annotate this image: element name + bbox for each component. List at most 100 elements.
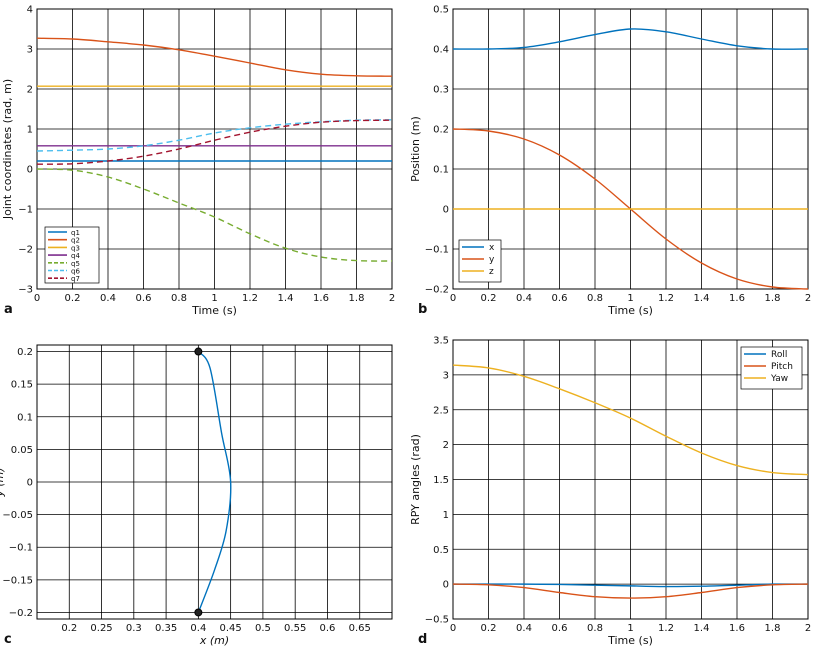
panel-d: 0 0.2 0.4 0.6 0.8 1 1.2 1.4 1.6 1.8 2−0.500.511.52…: [409, 336, 811, 648]
legend-label-q5: q5: [71, 260, 80, 268]
panel-letter: d: [418, 632, 427, 647]
legend-label-z: z: [489, 267, 494, 277]
x-tick-label: 0.2: [61, 623, 77, 634]
x-tick-label: 0: [450, 623, 456, 634]
x-axis-label: x (m): [199, 634, 229, 647]
series-line-q6: [36, 119, 393, 152]
x-tick-label: 0.35: [155, 623, 177, 634]
panel-c: 0.2 0.25 0.3 0.35 0.4 0.45 0.5 0.55 0.6 0.65 −0.2 −…: [0, 344, 393, 647]
y-tick-label: 1: [27, 125, 33, 136]
x-tick-label: 1: [211, 293, 217, 304]
panel-b: 0 0.2 0.4 0.6 0.8 1 1.2 1.4 1.6 1.8 2 −0.2 −0.1 0 0.1 0…: [409, 5, 811, 318]
x-tick-label: 0.25: [90, 623, 112, 634]
x-tick-label: 1.8: [349, 293, 365, 304]
legend-label-q1: q1: [71, 229, 80, 237]
y-tick-label: −0.5: [425, 615, 449, 626]
legend: Roll Pitch Yaw: [740, 346, 803, 390]
y-tick-label: 0.1: [17, 412, 33, 423]
x-tick-label: 0: [450, 293, 456, 304]
y-tick-label: 0.2: [433, 125, 449, 136]
x-tick-label: 1.4: [694, 623, 710, 634]
y-tick-label: 0: [443, 205, 449, 216]
legend-label-Yaw: Yaw: [770, 374, 788, 384]
y-tick-label: 0.1: [433, 165, 449, 176]
y-tick-label: −2: [18, 245, 33, 256]
x-tick-label: 0.8: [171, 293, 187, 304]
y-tick-label: 0: [27, 478, 33, 489]
y-axis-label: Position (m): [409, 116, 422, 182]
x-tick-label: 0.8: [587, 623, 603, 634]
x-tick-label: 1.2: [658, 623, 674, 634]
y-tick-label: 2: [27, 85, 33, 96]
y-tick-label: 1.5: [433, 475, 449, 486]
x-tick-label: 0.4: [516, 293, 532, 304]
legend-label-x: x: [489, 243, 495, 253]
series-line-q7: [36, 119, 393, 165]
y-tick-label: 2.5: [433, 405, 449, 416]
y-tick-label: −0.1: [9, 543, 33, 554]
y-tick-label: 0.3: [433, 85, 449, 96]
x-tick-label: 2: [805, 293, 811, 304]
y-tick-label: 0.5: [433, 5, 449, 16]
legend-label-y: y: [489, 255, 495, 265]
x-tick-label: 0.65: [349, 623, 371, 634]
panel-letter: c: [4, 632, 12, 647]
x-tick-label: 0.2: [481, 293, 497, 304]
x-tick-label: 1.8: [765, 293, 781, 304]
y-tick-label: −3: [18, 285, 33, 296]
x-tick-label: 0.6: [552, 293, 568, 304]
y-tick-label: 0.5: [433, 545, 449, 556]
y-tick-label: 4: [27, 5, 33, 16]
x-tick-label: 1.4: [278, 293, 294, 304]
y-tick-label: 0: [443, 580, 449, 591]
y-tick-label: 3: [443, 370, 449, 381]
x-tick-label: 2: [389, 293, 395, 304]
x-tick-label: 0.2: [65, 293, 81, 304]
x-tick-label: 1.6: [313, 293, 329, 304]
y-tick-label: −0.05: [2, 510, 33, 521]
y-tick-label: −0.2: [9, 608, 33, 619]
y-tick-label: 0.15: [11, 380, 33, 391]
x-tick-label: 0.4: [516, 623, 532, 634]
x-tick-label: 0.55: [284, 623, 306, 634]
y-tick-label: −0.15: [2, 575, 33, 586]
y-tick-label: 0.4: [433, 45, 449, 56]
series-line-x: [452, 28, 809, 50]
legend-label-q3: q3: [71, 244, 80, 252]
x-tick-label: 1.2: [242, 293, 258, 304]
x-tick-label: 1.8: [765, 623, 781, 634]
x-tick-label: 1.6: [729, 293, 745, 304]
x-axis-label: Time (s): [191, 304, 237, 317]
x-tick-label: 1.2: [658, 293, 674, 304]
x-tick-label: 0.8: [587, 293, 603, 304]
panel-letter: a: [4, 302, 13, 317]
y-tick-label: 0.05: [11, 445, 33, 456]
x-tick-label: 0.6: [136, 293, 152, 304]
x-tick-label: 1: [627, 623, 633, 634]
legend-label-q2: q2: [71, 237, 80, 245]
x-tick-label: 1.4: [694, 293, 710, 304]
x-tick-label: 1: [627, 293, 633, 304]
x-tick-label: 0.6: [552, 623, 568, 634]
series-line-q5: [36, 168, 393, 262]
x-tick-label: 0.6: [320, 623, 336, 634]
legend-label-q7: q7: [71, 275, 80, 283]
legend-label-q6: q6: [71, 268, 80, 276]
x-tick-label: 2: [805, 623, 811, 634]
legend-label-Pitch: Pitch: [771, 362, 793, 372]
series-line-Pitch: [452, 583, 809, 599]
legend-label-Roll: Roll: [771, 350, 787, 360]
y-tick-label: −0.1: [425, 245, 449, 256]
y-tick-label: 1: [443, 510, 449, 521]
y-tick-label: 0.2: [17, 347, 33, 358]
x-tick-label: 0: [34, 293, 40, 304]
x-tick-label: 0.4: [190, 623, 206, 634]
endpoint-marker: [194, 608, 203, 617]
y-tick-label: 0: [27, 165, 33, 176]
y-axis-label: y (m): [0, 467, 6, 497]
y-axis-label: Joint coordinates (rad, m): [1, 79, 14, 220]
legend: xyz: [458, 239, 502, 283]
panel-letter: b: [418, 302, 427, 317]
